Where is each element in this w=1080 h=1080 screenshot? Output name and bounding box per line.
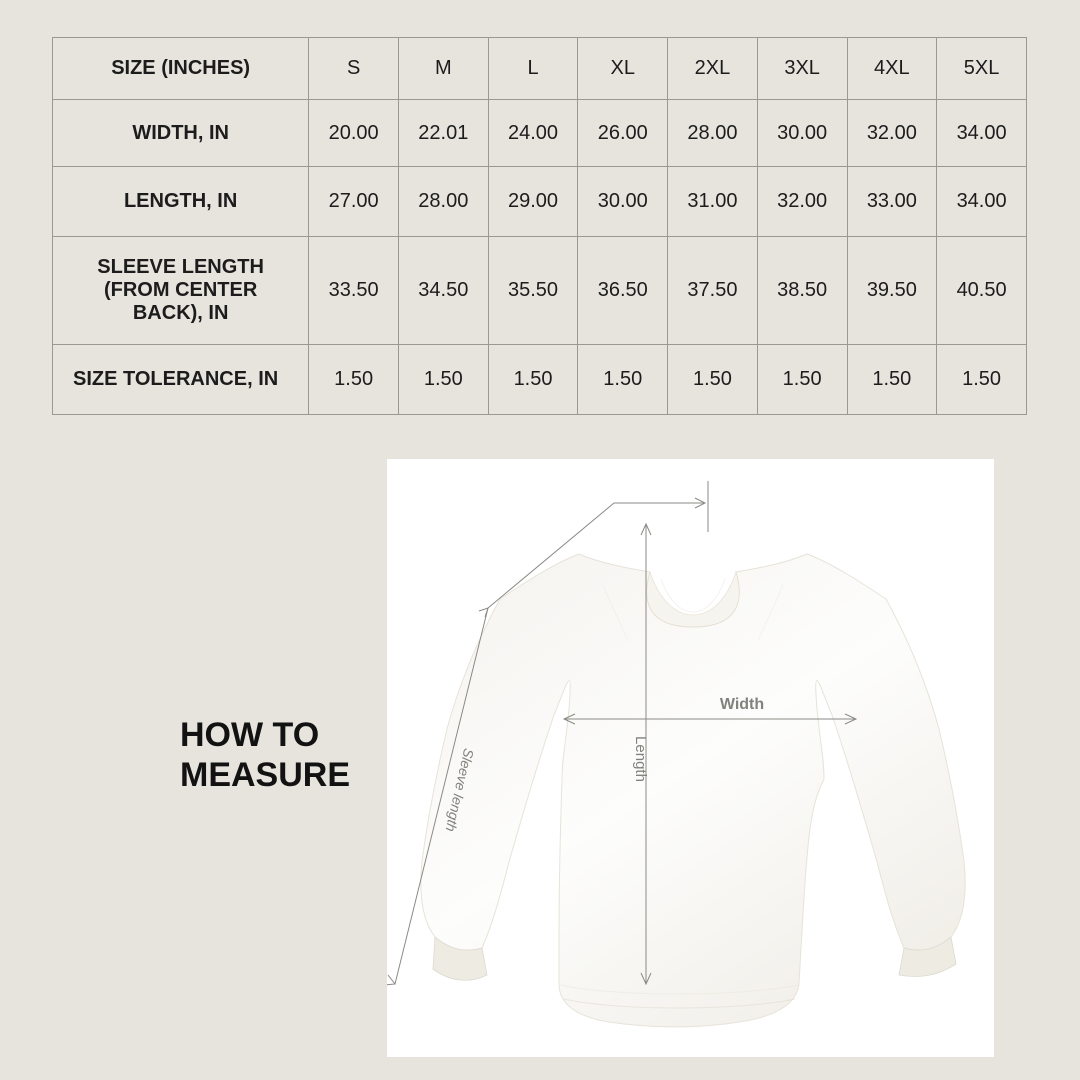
svg-text:Length: Length (632, 736, 649, 782)
svg-text:Width: Width (720, 696, 764, 713)
